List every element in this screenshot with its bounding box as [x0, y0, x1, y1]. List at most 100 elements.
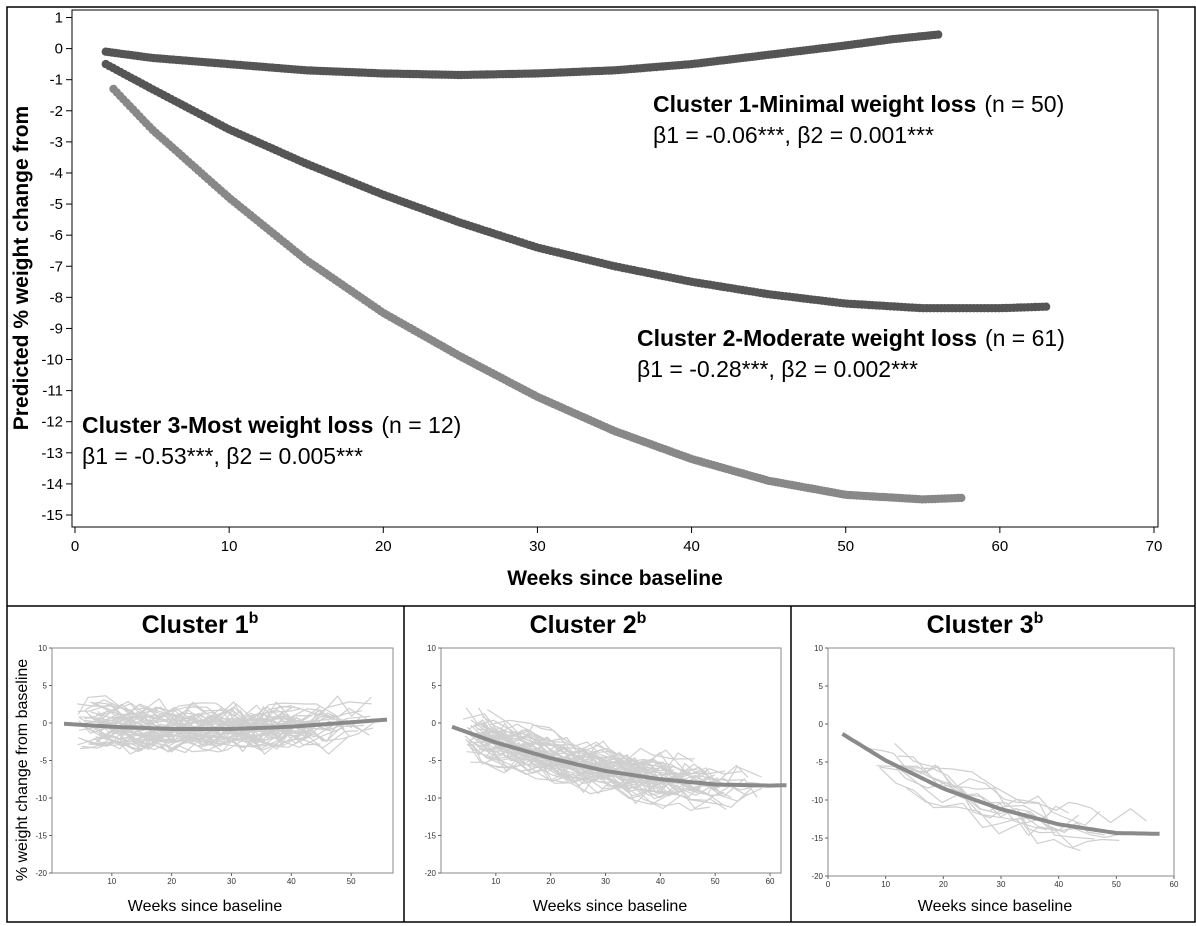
x-tick-label: 50	[1112, 880, 1121, 889]
y-tick-label: -10	[41, 352, 63, 369]
x-axis-title: Weeks since baseline	[533, 898, 688, 915]
y-tick-label: -11	[42, 383, 63, 400]
x-tick-label: 50	[347, 877, 356, 886]
individual-trajectory	[480, 725, 664, 784]
y-tick-label: -15	[35, 832, 47, 841]
panel-title-superscript: b	[1034, 610, 1044, 627]
individual-trajectory	[894, 742, 1101, 826]
data-point	[957, 493, 966, 503]
series-1	[101, 30, 943, 80]
individual-trajectory	[905, 787, 1048, 831]
individual-trajectory	[486, 762, 654, 805]
individual-trajectories	[863, 742, 1147, 852]
x-tick-label: 50	[837, 538, 854, 555]
mean-trajectory-curve	[63, 717, 388, 731]
individual-trajectory	[897, 755, 1147, 824]
x-tick-label: 10	[221, 538, 238, 555]
x-tick-label: 40	[683, 538, 700, 555]
panel-title: Cluster 3b	[927, 610, 1044, 639]
y-tick-label: -1	[50, 72, 63, 89]
individual-trajectory	[477, 737, 658, 781]
x-tick-label: 30	[227, 877, 236, 886]
x-tick-label: 10	[881, 880, 890, 889]
y-tick-label: -15	[41, 507, 63, 524]
individual-trajectory	[95, 701, 322, 726]
data-point	[934, 30, 943, 39]
individual-trajectory	[88, 714, 270, 743]
y-tick-label: -4	[50, 165, 63, 182]
x-tick-label: 20	[167, 877, 176, 886]
y-tick-label: -6	[50, 227, 63, 244]
y-tick-label: 5	[432, 682, 437, 691]
y-tick-label: 0	[43, 719, 48, 728]
y-tick-label: -8	[50, 289, 63, 306]
individual-trajectory	[879, 766, 1081, 852]
x-tick-label: 20	[939, 880, 948, 889]
x-tick-label: 60	[766, 877, 775, 886]
series-name: Cluster 1-Minimal weight loss	[653, 91, 976, 117]
individual-trajectory	[876, 765, 1079, 831]
y-tick-label: -7	[50, 258, 63, 275]
main-chart: 10-1-2-3-4-5-6-7-8-9-10-11-12-13-14-150 1…	[10, 9, 1163, 590]
y-tick-label: 10	[814, 644, 823, 653]
x-axis-title: Weeks since baseline	[918, 898, 1073, 915]
y-tick-label: -5	[40, 757, 48, 766]
panel-title-text: Cluster 2	[530, 611, 637, 639]
y-tick-label: -5	[816, 758, 824, 767]
x-tick-label: 30	[601, 877, 610, 886]
annotation-title: Cluster 3-Most weight loss (n = 12)	[82, 412, 461, 438]
y-tick-label: 0	[432, 719, 437, 728]
y-tick-label: 5	[819, 682, 824, 691]
panel-title-superscript: b	[637, 610, 647, 627]
annotation-stats: β1 = -0.06***, β2 = 0.001***	[653, 122, 934, 148]
y-tick-label: 10	[427, 644, 436, 653]
annotation-stats: β1 = -0.28***, β2 = 0.002***	[637, 356, 918, 382]
x-tick-label: 10	[491, 877, 500, 886]
individual-trajectory	[485, 722, 694, 768]
panel-plot-frame	[51, 647, 394, 874]
y-tick-label: -20	[811, 872, 823, 881]
individual-trajectory	[484, 736, 749, 784]
individual-trajectory	[88, 724, 349, 755]
x-tick-label: 60	[992, 538, 1009, 555]
y-tick-label: 10	[38, 644, 47, 653]
x-tick-label: 10	[107, 877, 116, 886]
mean-trajectory-curve	[451, 724, 787, 788]
individual-trajectory	[90, 729, 358, 755]
y-tick-label: -5	[429, 757, 437, 766]
y-tick-label: -13	[41, 445, 63, 462]
x-tick-label: 60	[1170, 880, 1179, 889]
x-tick-label: 30	[997, 880, 1006, 889]
y-tick-label: 5	[43, 682, 48, 691]
series-n: (n = 12)	[381, 412, 461, 438]
x-tick-label: 50	[711, 877, 720, 886]
panel-title-text: Cluster 1	[142, 611, 249, 639]
annotation-title: Cluster 2-Moderate weight loss (n = 61)	[637, 325, 1065, 351]
y-tick-label: -10	[811, 796, 823, 805]
individual-trajectory	[470, 760, 675, 797]
individual-trajectory	[488, 725, 686, 781]
x-tick-label: 20	[375, 538, 392, 555]
y-tick-label: -5	[50, 196, 63, 213]
y-tick-label: -9	[50, 320, 63, 337]
x-axis-title: Weeks since baseline	[507, 567, 723, 590]
series-name: Cluster 3-Most weight loss	[82, 412, 373, 438]
individual-trajectory	[470, 719, 673, 784]
annotation-title: Cluster 1-Minimal weight loss (n = 50)	[653, 91, 1064, 117]
individual-trajectory	[95, 727, 345, 755]
individual-trajectory	[476, 731, 656, 792]
y-tick-label: -14	[41, 476, 63, 493]
y-tick-label: -15	[424, 832, 436, 841]
individual-trajectory	[472, 743, 760, 792]
y-tick-label: 1	[55, 10, 63, 27]
y-tick-label: -15	[811, 834, 823, 843]
x-tick-label: 70	[1146, 538, 1163, 555]
series-n: (n = 61)	[985, 325, 1065, 351]
panel-title: Cluster 2b	[530, 610, 647, 639]
x-tick-label: 20	[546, 877, 555, 886]
y-tick-label: 0	[819, 720, 824, 729]
individual-trajectory	[476, 731, 675, 784]
